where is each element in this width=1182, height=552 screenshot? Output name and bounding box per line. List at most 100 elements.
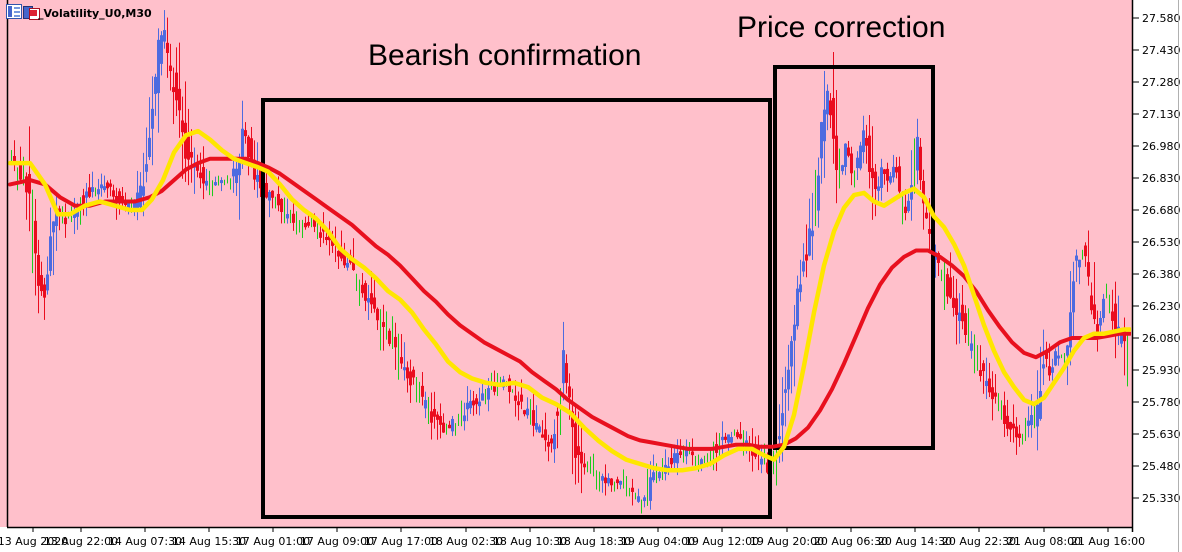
candle-body xyxy=(1039,391,1042,419)
candle-wick xyxy=(59,205,60,231)
candle-body xyxy=(952,297,955,308)
price-tick-label: 25.930 xyxy=(1142,364,1181,377)
candle-body xyxy=(205,180,208,186)
doji-bar xyxy=(275,196,276,209)
doji-bar xyxy=(815,169,816,227)
price-axis[interactable]: 27.580 27.430 27.280 27.130 26.980 26.830 26.6… xyxy=(1133,12,1181,505)
candle-body xyxy=(268,191,271,201)
doji-bar xyxy=(416,377,417,403)
candle-body xyxy=(556,411,559,416)
candle-body xyxy=(541,434,544,438)
candle-body xyxy=(64,217,67,225)
candle-body xyxy=(259,168,262,189)
candle-wick xyxy=(668,457,669,476)
candle-body xyxy=(97,189,100,195)
candle-body xyxy=(961,304,964,322)
indicator-icon[interactable] xyxy=(23,4,40,20)
candle-wick xyxy=(812,192,813,260)
candle-wick xyxy=(404,342,405,381)
candle-wick xyxy=(1040,346,1041,421)
candle-body xyxy=(799,284,802,293)
doji-bar xyxy=(446,423,447,435)
candle-body xyxy=(1099,317,1102,326)
chart-symbol-title: _Volatility_U0,M30 xyxy=(38,7,152,20)
candle-body xyxy=(304,222,307,228)
candle-body xyxy=(859,145,862,169)
doji-bar xyxy=(704,455,705,464)
doji-bar xyxy=(1106,283,1107,299)
candle-body xyxy=(145,164,148,172)
time-tick-label: 17 Aug 01:00 xyxy=(236,535,310,548)
candle-wick xyxy=(53,221,54,276)
candle-body xyxy=(340,248,343,259)
candle-body xyxy=(286,214,289,219)
doji-bar xyxy=(587,461,588,473)
candle-wick xyxy=(557,406,558,449)
price-correction-box xyxy=(773,65,935,450)
candle-body xyxy=(253,159,256,180)
candle-wick xyxy=(926,205,927,219)
candle-wick xyxy=(449,420,450,429)
candle-body xyxy=(337,250,340,257)
candle-body xyxy=(160,35,163,64)
candle-body xyxy=(1111,311,1114,321)
candle-wick xyxy=(308,215,309,228)
doji-bar xyxy=(710,447,711,467)
candle-body xyxy=(25,176,28,193)
candle-wick xyxy=(269,189,270,218)
candle-wick xyxy=(374,279,375,313)
plot-area[interactable] xyxy=(8,10,1131,519)
doji-bar xyxy=(1061,354,1062,359)
price-tick-label: 25.630 xyxy=(1142,428,1181,441)
doji-bar xyxy=(713,441,714,471)
candle-body xyxy=(238,157,241,176)
candle-body xyxy=(373,297,376,309)
candle-body xyxy=(964,313,967,335)
candle-body xyxy=(40,275,43,292)
candle-wick xyxy=(518,391,519,421)
candle-body xyxy=(811,230,814,237)
candle-body xyxy=(1069,312,1072,348)
candle-body xyxy=(610,478,613,486)
candle-wick xyxy=(44,277,45,320)
candle-body xyxy=(574,423,577,458)
candle-body xyxy=(898,166,901,192)
candle-body xyxy=(802,261,805,272)
doji-bar xyxy=(614,481,615,492)
bearish-confirmation-label: Bearish confirmation xyxy=(368,39,642,72)
candle-wick xyxy=(104,175,105,193)
doji-bar xyxy=(428,396,429,425)
doji-bar xyxy=(1109,294,1110,314)
doji-bar xyxy=(656,463,657,484)
candle-body xyxy=(919,146,922,181)
candle-wick xyxy=(173,67,174,125)
doji-bar xyxy=(461,400,462,427)
candle-body xyxy=(319,232,322,238)
candle-wick xyxy=(935,244,936,278)
candle-body xyxy=(1045,350,1048,359)
candle-body xyxy=(1120,331,1123,344)
time-tick-label: 21 Aug 16:00 xyxy=(1071,535,1145,548)
candle-body xyxy=(928,229,931,234)
doji-bar xyxy=(590,456,591,474)
doji-bar xyxy=(626,476,627,497)
candle-body xyxy=(163,30,166,42)
candle-body xyxy=(826,90,829,115)
doji-bar xyxy=(683,445,684,463)
candle-body xyxy=(478,401,481,407)
candle-wick xyxy=(905,189,906,221)
chart-window-icon[interactable] xyxy=(6,4,22,19)
doji-bar xyxy=(623,469,624,489)
price-tick-label: 26.830 xyxy=(1142,172,1181,185)
candle-wick xyxy=(353,238,354,271)
time-tick-label: 18 Aug 10:30 xyxy=(493,535,567,548)
doji-bar xyxy=(224,179,225,186)
candle-body xyxy=(1012,423,1015,429)
doji-bar xyxy=(227,175,228,184)
candle-wick xyxy=(146,127,147,183)
candle-body xyxy=(649,477,652,501)
candle-wick xyxy=(215,176,216,186)
candle-body xyxy=(388,330,391,344)
